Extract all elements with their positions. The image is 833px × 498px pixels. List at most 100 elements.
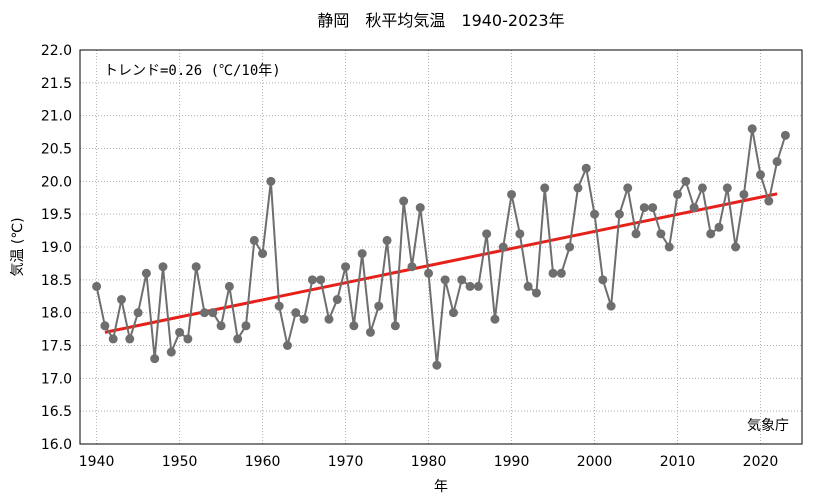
y-tick-label: 19.0 (41, 240, 72, 256)
data-point (689, 203, 699, 213)
y-tick-label: 22.0 (41, 43, 72, 59)
y-axis-ticks: 16.0 16.5 17.0 17.5 18.0 18.5 19.0 19.5 20.0 20.5… (41, 43, 72, 453)
data-point (324, 314, 334, 324)
data-point (590, 209, 600, 219)
data-point (507, 189, 517, 199)
data-point (357, 249, 367, 259)
data-point (598, 275, 608, 285)
data-point (316, 275, 326, 285)
x-tick-label: 2020 (743, 454, 779, 470)
data-point (282, 341, 292, 350)
data-point (166, 347, 176, 357)
x-tick-label: 1980 (411, 454, 447, 470)
trend-label: トレンド=0.26 (℃/10年) (104, 63, 281, 79)
data-point (249, 235, 259, 245)
data-point (374, 301, 384, 311)
data-point (731, 242, 741, 252)
source-label: 気象庁 (747, 418, 789, 434)
data-point (714, 222, 724, 232)
data-point (756, 170, 766, 180)
data-point (673, 189, 683, 199)
data-point (365, 327, 375, 337)
y-tick-label: 20.5 (41, 142, 72, 158)
data-point (664, 242, 674, 252)
y-tick-label: 21.0 (41, 109, 72, 125)
data-point (465, 281, 475, 291)
x-tick-label: 1970 (328, 454, 364, 470)
data-point (548, 268, 558, 278)
data-point (722, 183, 732, 193)
chart-title: 静岡 秋平均気温 1940-2023年 (317, 11, 564, 30)
y-tick-label: 21.5 (41, 76, 72, 92)
data-point (224, 281, 234, 291)
data-point (216, 321, 226, 331)
x-tick-label: 2010 (660, 454, 696, 470)
data-point (440, 275, 450, 285)
data-point (747, 124, 757, 134)
x-tick-label: 1940 (79, 454, 115, 470)
data-point (141, 268, 151, 278)
data-point (199, 308, 209, 318)
data-point (183, 334, 193, 344)
grid (80, 49, 802, 445)
y-tick-label: 17.0 (41, 371, 72, 387)
data-point (382, 235, 392, 245)
x-tick-label: 2000 (577, 454, 613, 470)
data-point (540, 183, 550, 193)
data-point (656, 229, 666, 239)
data-point (266, 176, 276, 186)
data-point (697, 183, 707, 193)
data-point (332, 295, 342, 305)
data-point (606, 301, 616, 311)
y-tick-label: 16.0 (41, 437, 72, 453)
data-point (648, 203, 658, 213)
data-point (390, 321, 400, 331)
data-point (108, 334, 118, 344)
y-tick-label: 19.5 (41, 207, 72, 223)
x-tick-label: 1990 (494, 454, 530, 470)
data-point (706, 229, 716, 239)
data-point (739, 189, 749, 199)
data-point (614, 209, 624, 219)
data-point (399, 196, 409, 206)
data-point (457, 275, 467, 285)
data-point (341, 262, 351, 272)
data-point (581, 163, 591, 173)
data-point (556, 268, 566, 278)
y-tick-label: 17.5 (41, 339, 72, 355)
data-point (291, 308, 301, 318)
data-point (158, 262, 168, 272)
data-point (100, 321, 110, 331)
data-point (498, 242, 508, 252)
data-point (631, 229, 641, 239)
series-group (92, 124, 790, 370)
data-point (515, 229, 525, 239)
data-point (573, 183, 583, 193)
data-point (407, 262, 417, 272)
data-point (780, 130, 790, 140)
data-point (432, 360, 442, 370)
data-point (92, 281, 102, 291)
x-tick-label: 1950 (162, 454, 198, 470)
data-point (307, 275, 317, 285)
data-point (448, 308, 458, 318)
data-point (150, 354, 160, 364)
x-tick-label: 1960 (245, 454, 281, 470)
data-point (125, 334, 135, 344)
x-axis-ticks: 1940 1950 1960 1970 1980 1990 2000 2010 2020 (79, 454, 779, 470)
data-point (258, 249, 268, 259)
data-point (274, 301, 284, 311)
data-point (133, 308, 143, 318)
data-point (175, 327, 185, 337)
data-point (299, 314, 309, 324)
data-point (623, 183, 633, 193)
data-point (531, 288, 541, 298)
data-point (233, 334, 243, 344)
data-point (473, 281, 483, 291)
data-point (681, 176, 691, 186)
data-point (208, 308, 218, 318)
data-point (565, 242, 575, 252)
data-point (241, 321, 251, 331)
data-point (490, 314, 500, 324)
